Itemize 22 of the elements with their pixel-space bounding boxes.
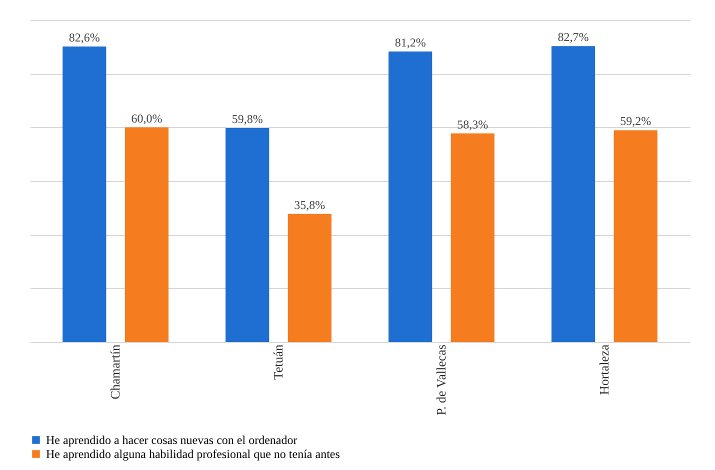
- data-label: 82,7%: [558, 30, 589, 44]
- x-tick-label: Chamartín: [108, 344, 123, 400]
- x-tick-label: P. de Vallecas: [433, 344, 448, 416]
- legend-label: He aprendido alguna habilidad profesional que no tenía antes: [46, 447, 340, 461]
- bar: [226, 128, 270, 342]
- data-label: 58,3%: [457, 117, 488, 132]
- data-label: 60,0%: [131, 111, 162, 126]
- bar: [614, 130, 658, 342]
- bar: [288, 214, 332, 342]
- bar: [124, 127, 169, 342]
- legend-label: He aprendido a hacer cosas nuevas con el ordenador: [46, 433, 298, 447]
- bar: [450, 133, 494, 342]
- bar: [388, 51, 432, 342]
- bar: [62, 46, 106, 342]
- bar: [551, 46, 596, 342]
- x-tick-label: Hortaleza: [596, 344, 612, 396]
- x-tick-label: Tetuán: [270, 344, 286, 380]
- data-label: 35,8%: [294, 198, 326, 212]
- data-label: 81,2%: [394, 35, 426, 50]
- data-label: 59,2%: [620, 114, 652, 128]
- data-label: 82,6%: [68, 30, 100, 44]
- data-label: 59,8%: [232, 112, 263, 126]
